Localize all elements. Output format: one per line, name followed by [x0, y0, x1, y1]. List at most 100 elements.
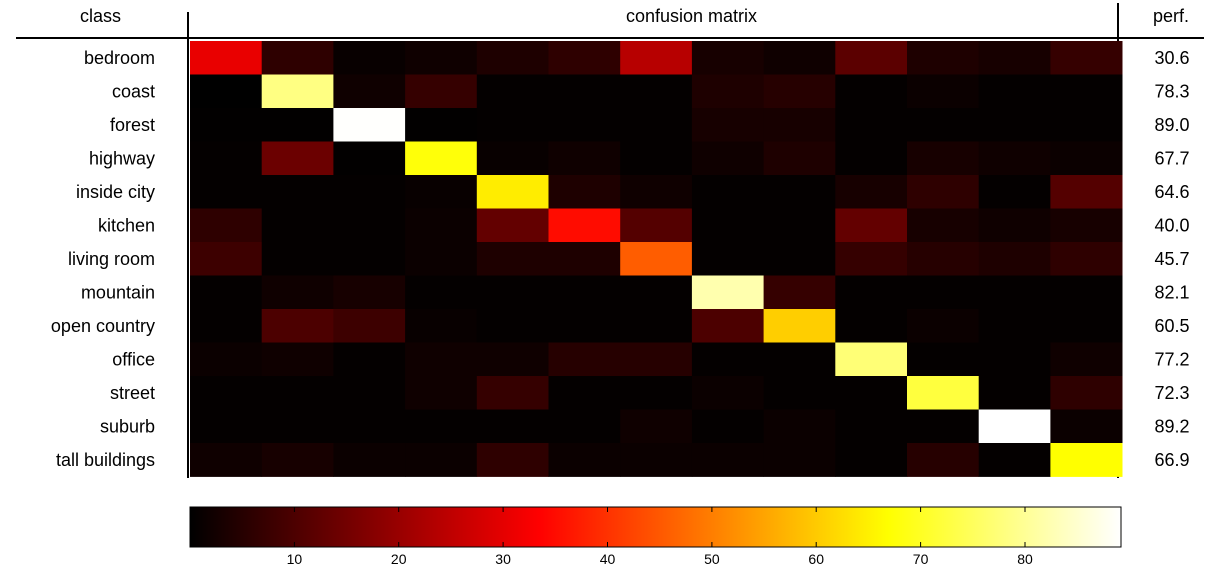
matrix-cell-7-10: [907, 275, 980, 310]
matrix-cell-8-1: [261, 309, 334, 343]
matrix-cell-9-5: [548, 342, 621, 377]
matrix-cell-0-0: [190, 41, 263, 75]
matrix-cell-0-10: [907, 41, 980, 75]
matrix-cell-4-2: [333, 175, 406, 209]
matrix-cell-7-11: [978, 275, 1051, 310]
matrix-cell-4-5: [548, 175, 621, 209]
matrix-cell-8-3: [405, 309, 478, 343]
matrix-cell-11-5: [548, 409, 621, 444]
matrix-cell-11-0: [190, 409, 263, 444]
matrix-cell-0-3: [405, 41, 478, 75]
matrix-cell-0-12: [1050, 41, 1123, 75]
matrix-cell-10-6: [620, 376, 693, 410]
matrix-cell-10-2: [333, 376, 406, 410]
matrix-cell-2-6: [620, 108, 693, 142]
matrix-cell-5-0: [190, 208, 263, 243]
colorbar-tick-label: 20: [391, 551, 407, 567]
matrix-cell-3-12: [1050, 141, 1123, 176]
matrix-cell-2-8: [763, 108, 836, 142]
matrix-cell-7-1: [261, 275, 334, 310]
matrix-cell-11-1: [261, 409, 334, 444]
matrix-cell-8-9: [835, 309, 908, 343]
perf-header: perf.: [1153, 6, 1190, 26]
matrix-cell-10-3: [405, 376, 478, 410]
colorbar-tick-label: 30: [495, 551, 511, 567]
row-label: living room: [68, 249, 155, 269]
row-label: mountain: [81, 282, 155, 302]
matrix-cell-10-7: [691, 376, 764, 410]
matrix-cell-0-9: [835, 41, 908, 75]
perf-value: 40.0: [1154, 215, 1189, 235]
matrix-cell-2-9: [835, 108, 908, 142]
matrix-cell-6-7: [691, 242, 764, 276]
matrix-cell-9-1: [261, 342, 334, 377]
matrix-cell-9-8: [763, 342, 836, 377]
colorbar-border: [189, 506, 1122, 548]
colorbar-tick-label: 80: [1017, 551, 1033, 567]
matrix-cell-11-7: [691, 409, 764, 444]
colorbar-tick-label: 40: [600, 551, 616, 567]
row-label: bedroom: [84, 48, 155, 68]
matrix-cell-4-8: [763, 175, 836, 209]
matrix-cell-3-6: [620, 141, 693, 176]
matrix-cell-9-7: [691, 342, 764, 377]
matrix-cell-5-1: [261, 208, 334, 243]
row-label: kitchen: [98, 215, 155, 235]
perf-value: 30.6: [1154, 48, 1189, 68]
class-header: class: [80, 6, 122, 26]
matrix-cell-5-3: [405, 208, 478, 243]
matrix-cell-9-9: [835, 342, 908, 377]
matrix-cell-1-6: [620, 74, 693, 109]
matrix-cell-7-2: [333, 275, 406, 310]
matrix-cell-3-1: [261, 141, 334, 176]
matrix-cell-4-12: [1050, 175, 1123, 209]
matrix-cell-7-12: [1050, 275, 1123, 310]
matrix-cell-7-5: [548, 275, 621, 310]
matrix-cell-5-8: [763, 208, 836, 243]
matrix-cell-9-10: [907, 342, 980, 377]
matrix-cell-11-9: [835, 409, 908, 444]
row-label: open country: [51, 316, 155, 336]
matrix-cell-6-6: [620, 242, 693, 276]
matrix-cell-3-3: [405, 141, 478, 176]
matrix-cell-12-0: [190, 443, 263, 477]
matrix-cell-12-7: [691, 443, 764, 477]
matrix-cell-4-0: [190, 175, 263, 209]
matrix-cell-6-9: [835, 242, 908, 276]
matrix-cell-11-10: [907, 409, 980, 444]
matrix-cell-11-11: [978, 409, 1051, 444]
perf-value: 82.1: [1154, 282, 1189, 302]
header-rule: [16, 37, 1204, 39]
matrix-cell-4-1: [261, 175, 334, 209]
matrix-cell-3-10: [907, 141, 980, 176]
matrix-cell-10-4: [476, 376, 549, 410]
matrix-cell-12-8: [763, 443, 836, 477]
matrix-cell-7-0: [190, 275, 263, 310]
matrix-cell-7-8: [763, 275, 836, 310]
colorbar-tick-label: 10: [287, 551, 303, 567]
matrix-cell-10-9: [835, 376, 908, 410]
matrix-cell-8-8: [763, 309, 836, 343]
matrix-cell-8-12: [1050, 309, 1123, 343]
matrix-cell-2-7: [691, 108, 764, 142]
matrix-cell-0-1: [261, 41, 334, 75]
matrix-cell-11-2: [333, 409, 406, 444]
matrix-cell-7-7: [691, 275, 764, 310]
matrix-cell-7-3: [405, 275, 478, 310]
matrix-cell-3-0: [190, 141, 263, 176]
left-divider: [187, 12, 189, 478]
matrix-cell-3-11: [978, 141, 1051, 176]
matrix-cell-3-8: [763, 141, 836, 176]
colorbar: [190, 507, 1121, 547]
row-label: office: [112, 349, 155, 369]
matrix-cell-0-4: [476, 41, 549, 75]
matrix-cell-12-4: [476, 443, 549, 477]
matrix-cell-10-5: [548, 376, 621, 410]
matrix-cell-1-0: [190, 74, 263, 109]
matrix-cell-1-3: [405, 74, 478, 109]
matrix-cell-6-0: [190, 242, 263, 276]
row-label: tall buildings: [56, 450, 155, 470]
matrix-cell-12-5: [548, 443, 621, 477]
matrix-cell-12-2: [333, 443, 406, 477]
matrix-cell-9-12: [1050, 342, 1123, 377]
